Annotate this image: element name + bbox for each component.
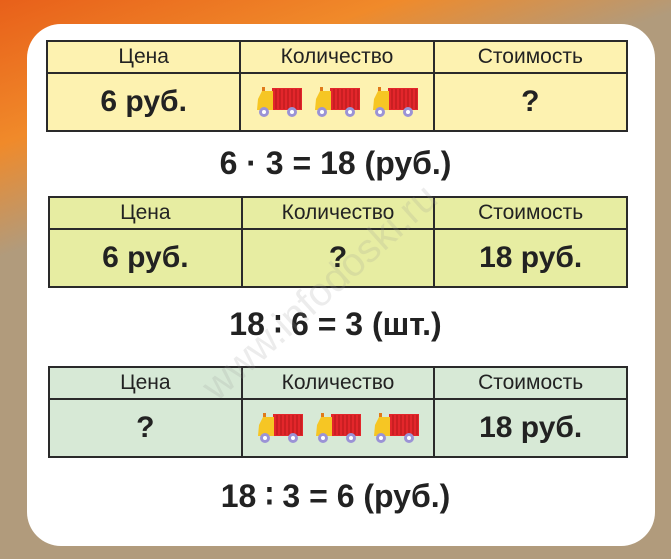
header-quantity: Количество <box>239 40 435 74</box>
equation-3: 18 ∶ 3 = 6 (руб.) <box>220 478 451 514</box>
equation-1: 6 · 3 = 18 (руб.) <box>219 145 452 181</box>
header-cost: Стоимость <box>433 196 628 230</box>
quantity-trucks <box>239 72 435 132</box>
table-2: Цена Количество Стоимость 6 руб. ? 18 руб. <box>48 196 628 288</box>
truck-icon <box>372 87 418 117</box>
quantity-trucks <box>240 398 436 458</box>
quantity-value: ? <box>240 228 436 288</box>
truck-icon <box>315 413 361 443</box>
price-value: ? <box>48 398 243 458</box>
truck-icon <box>256 87 302 117</box>
header-price: Цена <box>48 366 243 400</box>
header-price: Цена <box>48 196 243 230</box>
cost-value: ? <box>432 72 629 132</box>
cost-value: 18 руб. <box>433 228 628 288</box>
cost-value: 18 руб. <box>433 398 628 458</box>
truck-icon <box>257 413 303 443</box>
table-1: Цена Количество Стоимость 6 руб. ? <box>45 40 629 132</box>
price-value: 6 руб. <box>48 228 243 288</box>
header-quantity: Количество <box>240 366 436 400</box>
header-price: Цена <box>45 40 242 74</box>
header-cost: Стоимость <box>433 366 628 400</box>
price-value: 6 руб. <box>45 72 242 132</box>
table-3: Цена Количество Стоимость ? 18 руб. <box>48 366 628 458</box>
truck-icon <box>314 87 360 117</box>
header-cost: Стоимость <box>432 40 629 74</box>
truck-icon <box>373 413 419 443</box>
equation-2: 18 ∶ 6 = 3 (шт.) <box>229 306 442 342</box>
header-quantity: Количество <box>240 196 436 230</box>
